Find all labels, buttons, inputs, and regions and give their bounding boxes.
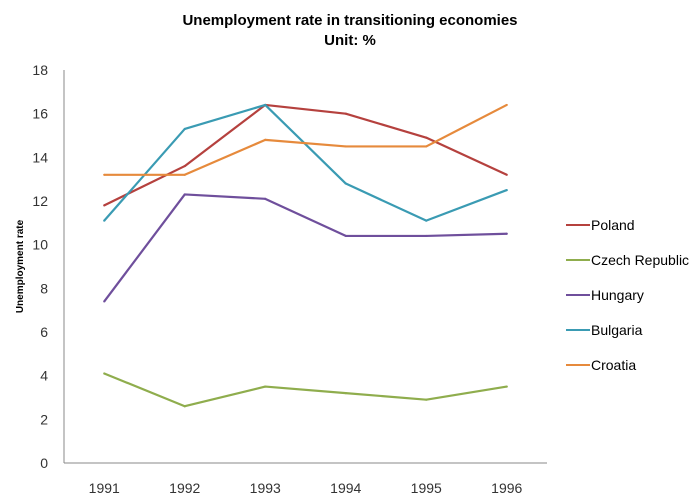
x-tick-label: 1996 (491, 480, 522, 496)
y-tick-label: 6 (40, 324, 48, 340)
legend-label: Bulgaria (591, 322, 643, 338)
y-axis-label: Unemployment rate (15, 219, 26, 313)
data-point (344, 112, 347, 115)
data-point (103, 300, 106, 303)
series-line-hungary (103, 193, 507, 303)
data-point (264, 385, 267, 388)
legend-label: Czech Republic (591, 252, 689, 268)
series-line-poland (103, 103, 508, 207)
y-tick-label: 12 (32, 193, 48, 209)
data-point (505, 188, 508, 192)
series-line-czech-republic (103, 372, 507, 408)
data-point (425, 398, 428, 401)
data-point (344, 182, 347, 185)
data-point (264, 197, 267, 200)
data-point (505, 232, 508, 235)
y-tick-label: 10 (32, 237, 48, 253)
chart-title: Unemployment rate in transitioning econo… (182, 12, 518, 29)
legend-label: Hungary (591, 287, 644, 303)
data-point (425, 136, 428, 139)
data-point (425, 219, 428, 222)
data-point (425, 145, 428, 148)
chart-subtitle: Unit: % (324, 32, 376, 49)
x-tick-label: 1993 (250, 480, 281, 496)
data-point (264, 138, 267, 141)
x-tick-label: 1992 (169, 480, 200, 496)
y-tick-label: 16 (32, 106, 48, 122)
legend-label: Poland (591, 217, 635, 233)
data-point (505, 173, 508, 176)
y-tick-label: 18 (32, 62, 48, 78)
x-tick-label: 1994 (330, 480, 361, 496)
y-tick-label: 0 (40, 455, 48, 471)
data-point (183, 405, 186, 408)
y-tick-label: 14 (32, 149, 48, 165)
data-point (103, 204, 106, 207)
data-point (103, 219, 106, 222)
data-point (183, 164, 186, 168)
y-tick-label: 2 (40, 411, 48, 427)
data-point (183, 193, 186, 196)
x-tick-label: 1991 (89, 480, 120, 496)
data-point (103, 173, 106, 176)
data-point (505, 103, 508, 107)
data-point (183, 173, 186, 176)
y-tick-label: 8 (40, 280, 48, 296)
x-tick-label: 1995 (411, 480, 442, 496)
data-point (425, 234, 428, 238)
legend-label: Croatia (591, 357, 636, 373)
y-tick-label: 4 (40, 368, 48, 384)
data-point (344, 145, 347, 148)
data-point (505, 385, 508, 388)
series-line-bulgaria (103, 103, 508, 222)
data-point (344, 392, 347, 395)
data-point (264, 103, 267, 107)
data-point (344, 234, 347, 238)
series-line-croatia (104, 103, 508, 176)
data-point (183, 127, 186, 131)
data-point (103, 372, 106, 375)
